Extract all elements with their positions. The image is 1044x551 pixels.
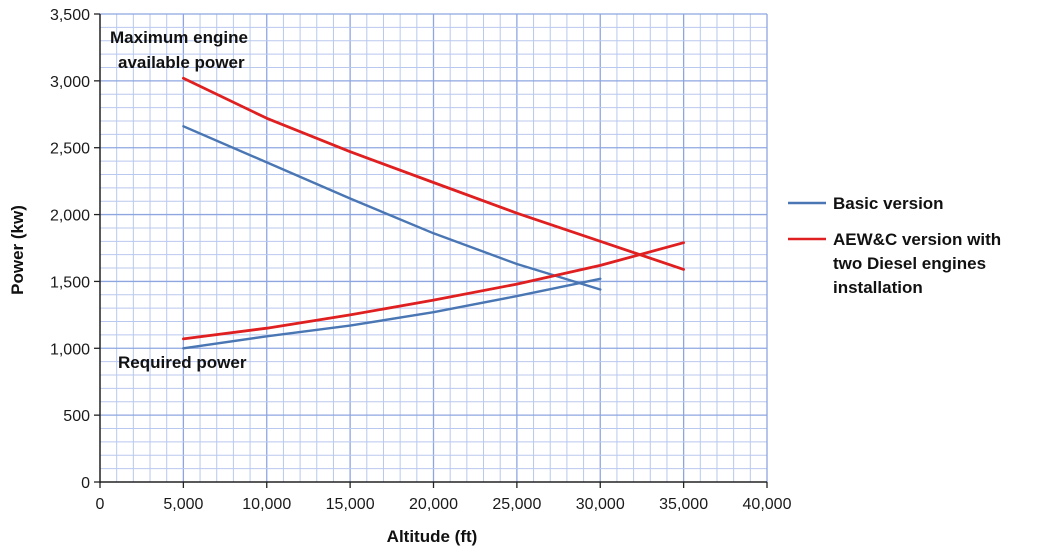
x-tick-label: 20,000 (409, 496, 458, 513)
x-tick-labels: 0 5,000 10,000 15,000 20,000 25,000 30,000 35,0… (96, 482, 792, 513)
series-basic-available-line (182, 125, 602, 291)
x-tick-label: 40,000 (743, 496, 792, 513)
y-tick-label: 0 (81, 475, 90, 492)
x-tick-label: 25,000 (492, 496, 541, 513)
x-tick-label: 5,000 (163, 496, 203, 513)
legend-label-basic: Basic version (833, 194, 944, 213)
y-tick-labels: 0 500 1,000 1,500 2,000 2,500 3,000 3,500 (50, 7, 100, 492)
x-axis-title: Altitude (ft) (387, 527, 478, 546)
y-tick-label: 2,000 (50, 208, 90, 225)
annotation-required-power: Required power (118, 353, 247, 372)
legend: Basic version AEW&C version with two Diese… (788, 194, 1001, 297)
y-tick-label: 500 (63, 408, 90, 425)
y-tick-label: 3,000 (50, 74, 90, 91)
x-tick-label: 30,000 (576, 496, 625, 513)
y-tick-label: 1,000 (50, 341, 90, 358)
grid (100, 13, 768, 482)
x-tick-label: 15,000 (326, 496, 375, 513)
x-tick-label: 10,000 (242, 496, 291, 513)
series-lines (181, 76, 685, 350)
annotation-available-power-line1: Maximum engine (110, 28, 248, 47)
y-tick-label: 1,500 (50, 274, 90, 291)
y-tick-label: 3,500 (50, 7, 90, 24)
y-axis-title: Power (kw) (8, 205, 27, 295)
x-tick-label: 0 (96, 496, 105, 513)
x-tick-label: 35,000 (659, 496, 708, 513)
legend-label-aewc: two Diesel engines (833, 254, 986, 273)
y-tick-label: 2,500 (50, 141, 90, 158)
series-aewc-required-line (181, 241, 685, 341)
series-basic-required-line (182, 277, 602, 350)
annotation-available-power-line2: available power (118, 53, 245, 72)
series-aewc-available-line (181, 76, 685, 271)
legend-label-aewc: AEW&C version with (833, 230, 1001, 249)
legend-label-aewc: installation (833, 278, 923, 297)
